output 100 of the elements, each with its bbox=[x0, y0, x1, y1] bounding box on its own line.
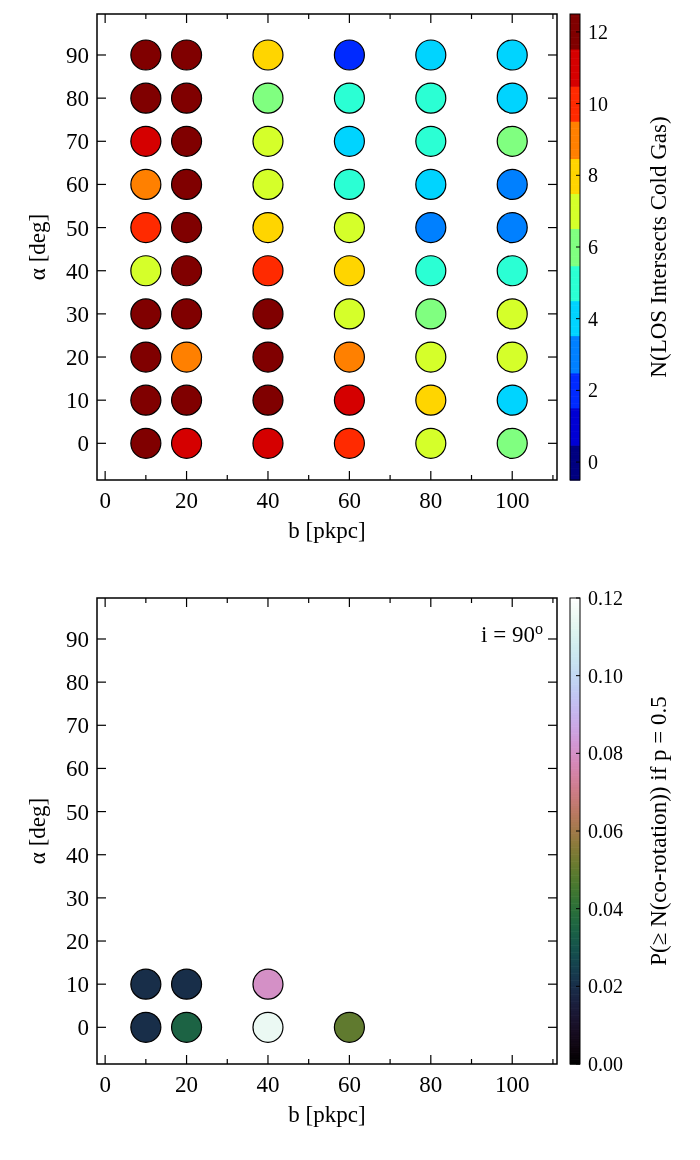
y-tick-label: 20 bbox=[66, 345, 89, 371]
point bbox=[496, 82, 528, 114]
point bbox=[415, 211, 447, 244]
point bbox=[170, 341, 203, 373]
x-tick-label: 20 bbox=[175, 488, 199, 513]
point bbox=[333, 255, 365, 287]
y-tick-label: 80 bbox=[66, 670, 89, 696]
point bbox=[496, 125, 528, 157]
point bbox=[415, 39, 447, 71]
point bbox=[252, 255, 284, 287]
point bbox=[252, 427, 284, 459]
point bbox=[130, 384, 162, 416]
point bbox=[333, 298, 365, 330]
point bbox=[130, 125, 162, 157]
x-axis-title: b [pkpc] bbox=[288, 1102, 366, 1127]
point bbox=[170, 384, 203, 416]
y-tick-label: 40 bbox=[66, 842, 89, 868]
color-bar-label: 6 bbox=[588, 236, 598, 258]
point bbox=[252, 39, 284, 71]
point bbox=[130, 255, 162, 287]
point bbox=[252, 168, 284, 201]
point bbox=[252, 82, 284, 114]
y-tick-label: 70 bbox=[66, 129, 89, 155]
color-bar-label: 2 bbox=[588, 379, 598, 402]
y-tick-label: 60 bbox=[66, 756, 89, 782]
color-bar-label: 0.04 bbox=[588, 897, 623, 920]
annotation: i = 90$^{o}$ bbox=[481, 619, 543, 647]
point bbox=[333, 39, 365, 71]
color-bar-label: 0.08 bbox=[588, 742, 623, 765]
x-tick-label: 100 bbox=[494, 488, 530, 513]
point bbox=[496, 341, 528, 373]
y-tick-label: 40 bbox=[66, 258, 89, 284]
y-tick-label: 30 bbox=[66, 301, 89, 327]
y-tick-label: 10 bbox=[66, 388, 89, 414]
point bbox=[252, 298, 284, 330]
point bbox=[333, 427, 365, 459]
point bbox=[170, 255, 203, 287]
point bbox=[496, 298, 528, 330]
x-tick-label: 40 bbox=[256, 488, 280, 513]
color-bar-label: 0.10 bbox=[588, 664, 623, 687]
point bbox=[333, 168, 365, 201]
point bbox=[496, 384, 528, 416]
point bbox=[252, 341, 284, 373]
y-tick-label: 10 bbox=[66, 972, 89, 998]
y-tick-label: 80 bbox=[66, 86, 89, 112]
x-tick-label: 80 bbox=[419, 1072, 443, 1097]
point bbox=[130, 427, 162, 459]
y-tick-label: 50 bbox=[66, 799, 89, 825]
point bbox=[415, 427, 447, 459]
point bbox=[130, 211, 162, 244]
x-tick-label: 0 bbox=[99, 488, 111, 513]
point bbox=[333, 341, 365, 373]
color-bar-label: 8 bbox=[588, 164, 598, 187]
x-tick-label: 60 bbox=[337, 1072, 361, 1097]
point bbox=[130, 298, 162, 330]
point bbox=[496, 168, 528, 201]
point bbox=[170, 211, 203, 244]
point bbox=[415, 384, 447, 416]
point bbox=[415, 298, 447, 330]
y-tick-label: 90 bbox=[66, 42, 89, 68]
color-bar-label: 12 bbox=[588, 20, 608, 43]
x-tick-label: 60 bbox=[337, 488, 361, 513]
y-tick-label: 90 bbox=[66, 626, 89, 652]
color-bar-label: 0 bbox=[588, 451, 598, 474]
y-tick-label: 20 bbox=[66, 929, 89, 955]
y-tick-label: 60 bbox=[66, 172, 89, 198]
point bbox=[170, 427, 203, 459]
y-tick-label: 30 bbox=[66, 885, 89, 911]
color-bar-label: 10 bbox=[588, 92, 608, 115]
point bbox=[130, 82, 162, 114]
point bbox=[415, 168, 447, 201]
x-tick-label: 20 bbox=[175, 1072, 199, 1097]
point bbox=[333, 125, 365, 157]
point bbox=[130, 168, 162, 201]
point bbox=[333, 211, 365, 244]
x-tick-label: 80 bbox=[419, 488, 443, 513]
point bbox=[496, 211, 528, 244]
point bbox=[333, 384, 365, 416]
point bbox=[170, 298, 203, 330]
point bbox=[170, 82, 203, 114]
point bbox=[130, 39, 162, 71]
point bbox=[252, 211, 284, 244]
y-axis-title: α [deg] bbox=[25, 213, 50, 281]
point bbox=[496, 255, 528, 287]
point bbox=[496, 39, 528, 71]
x-tick-label: 40 bbox=[256, 1072, 280, 1097]
color-bar-label: 0.02 bbox=[588, 975, 623, 998]
y-tick-label: 70 bbox=[66, 713, 89, 739]
point bbox=[170, 125, 203, 157]
x-tick-label: 0 bbox=[99, 1072, 111, 1097]
point bbox=[496, 427, 528, 459]
point bbox=[252, 384, 284, 416]
y-tick-label: 0 bbox=[77, 431, 89, 457]
point bbox=[170, 168, 203, 201]
color-bar-label: 0.00 bbox=[588, 1053, 623, 1075]
color-bar-title: N(LOS Intersects Cold Gas) bbox=[646, 116, 671, 378]
y-axis-title: α [deg] bbox=[25, 797, 50, 865]
point bbox=[170, 39, 203, 71]
x-axis-title: b [pkpc] bbox=[288, 518, 366, 543]
point bbox=[252, 125, 284, 157]
